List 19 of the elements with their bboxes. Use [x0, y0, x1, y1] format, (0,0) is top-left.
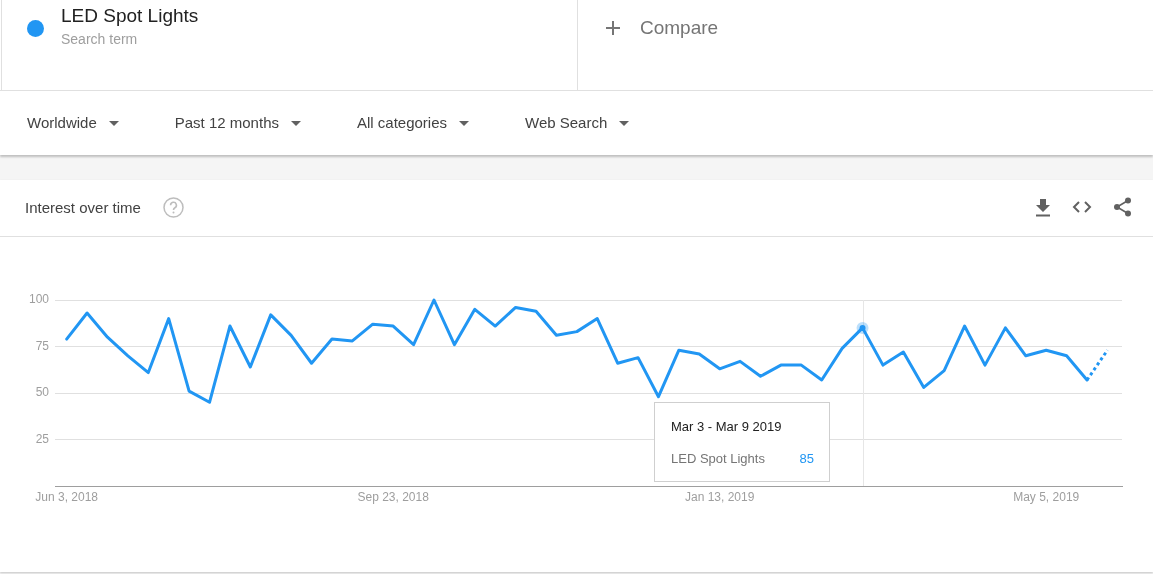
text: Past 12 months — [174, 114, 279, 132]
text: Web Search — [525, 114, 608, 132]
y-tick-label: 25 — [35, 431, 50, 446]
text: Compare — [640, 17, 719, 39]
y-tick-label: 75 — [35, 338, 50, 353]
text: Worldwide — [27, 114, 97, 132]
x-tick-label: May 5, 2019 — [1013, 489, 1080, 504]
annotation: 85 — [799, 451, 814, 466]
annotation: Mar 3 - Mar 9 2019 — [671, 419, 782, 434]
chart-title: Interest over time — [25, 199, 141, 217]
legend-label: LED Spot Lights — [61, 5, 199, 27]
x-tick-label: Sep 23, 2018 — [357, 489, 430, 504]
x-tick-label: Jun 3, 2018 — [35, 489, 99, 504]
x-tick-label: Jan 13, 2019 — [684, 489, 755, 504]
text: All categories — [356, 114, 448, 132]
text: Search term — [61, 31, 138, 48]
text: LED Spot Lights — [671, 451, 765, 466]
y-tick-label: 50 — [35, 385, 50, 400]
y-tick-label: 100 — [28, 292, 50, 307]
